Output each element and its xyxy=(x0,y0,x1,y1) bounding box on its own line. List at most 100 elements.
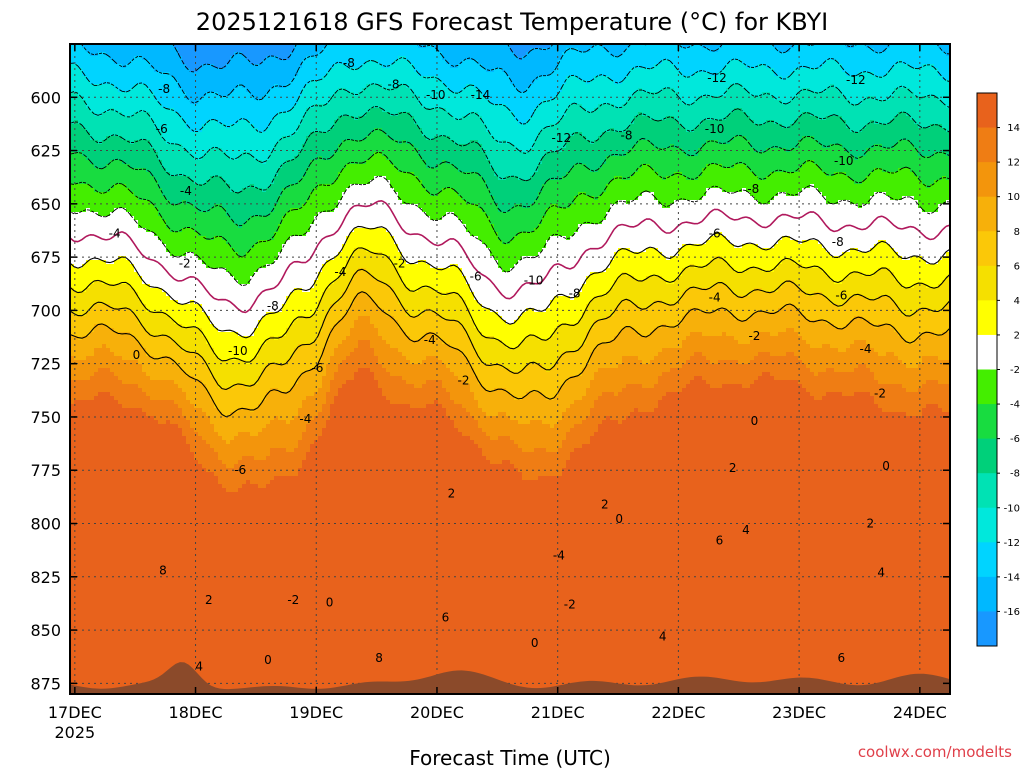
y-tick-label: 850 xyxy=(30,621,61,640)
temperature-cell xyxy=(690,380,707,385)
temperature-cell xyxy=(498,208,511,213)
temperature-cell xyxy=(238,120,251,125)
temperature-cell xyxy=(650,360,687,365)
temperature-cell xyxy=(150,140,167,145)
temperature-cell xyxy=(850,128,863,133)
temperature-cell xyxy=(82,264,135,269)
temperature-cell xyxy=(358,316,371,321)
temperature-cell xyxy=(70,608,950,613)
temperature-cell xyxy=(734,292,751,297)
temperature-cell xyxy=(418,176,483,181)
temperature-cell xyxy=(94,304,111,309)
temperature-cell xyxy=(146,348,183,353)
temperature-cell xyxy=(946,152,950,157)
temperature-cell xyxy=(798,332,899,337)
temperature-cell xyxy=(922,408,943,413)
temperature-cell xyxy=(178,80,291,85)
temperature-cell xyxy=(478,356,559,361)
temperature-cell xyxy=(586,392,603,397)
temperature-cell xyxy=(442,188,455,193)
temperature-cell xyxy=(70,392,99,397)
temperature-cell xyxy=(214,448,271,453)
temperature-cell xyxy=(150,64,187,69)
temperature-cell xyxy=(134,264,207,269)
contour-label: -2 xyxy=(458,374,470,388)
temperature-cell xyxy=(70,280,95,285)
temperature-cell xyxy=(450,136,495,141)
temperature-cell xyxy=(154,124,187,129)
temperature-cell xyxy=(810,392,827,397)
temperature-cell xyxy=(854,180,863,185)
temperature-cell xyxy=(370,272,399,277)
temperature-cell xyxy=(70,628,950,633)
temperature-cell xyxy=(478,88,519,93)
temperature-cell xyxy=(554,296,571,301)
temperature-cell xyxy=(290,420,311,425)
temperature-cell xyxy=(210,316,263,321)
temperature-cell xyxy=(246,480,251,485)
temperature-cell xyxy=(594,44,603,49)
temperature-cell xyxy=(450,88,463,93)
temperature-cell xyxy=(186,148,211,153)
temperature-cell xyxy=(486,156,543,161)
colorbar-label: 4 xyxy=(1014,296,1020,307)
temperature-cell xyxy=(926,380,939,385)
temperature-cell xyxy=(406,140,455,145)
temperature-cell xyxy=(558,388,587,393)
temperature-cell xyxy=(206,120,219,125)
temperature-cell xyxy=(174,340,207,345)
temperature-cell xyxy=(890,96,939,101)
temperature-cell xyxy=(266,364,319,369)
temperature-cell xyxy=(86,288,135,293)
temperature-cell xyxy=(250,216,283,221)
temperature-cell xyxy=(382,388,447,393)
temperature-cell xyxy=(542,392,559,397)
temperature-cell xyxy=(674,88,727,93)
temperature-cell xyxy=(682,100,695,105)
temperature-cell xyxy=(546,212,607,217)
temperature-cell xyxy=(902,196,915,201)
temperature-cell xyxy=(426,356,439,361)
temperature-cell xyxy=(562,116,635,121)
temperature-cell xyxy=(546,396,555,401)
temperature-cell xyxy=(258,404,303,409)
temperature-cell xyxy=(474,344,507,349)
credit-link[interactable]: coolwx.com/modelts xyxy=(858,743,1012,761)
temperature-cell xyxy=(354,228,387,233)
temperature-cell xyxy=(682,364,807,369)
temperature-cell xyxy=(478,300,551,305)
temperature-cell xyxy=(686,176,699,181)
temperature-cell xyxy=(606,416,611,421)
temperature-cell xyxy=(518,344,583,349)
temperature-cell xyxy=(578,48,591,53)
temperature-cell xyxy=(210,148,223,153)
temperature-cell xyxy=(918,200,947,205)
temperature-cell xyxy=(342,340,359,345)
temperature-cell xyxy=(850,320,871,325)
temperature-cell xyxy=(278,172,307,177)
temperature-cell xyxy=(774,244,823,249)
temperature-cell xyxy=(742,84,831,89)
temperature-cell xyxy=(678,276,831,281)
temperature-cell xyxy=(70,560,950,565)
temperature-cell xyxy=(142,344,179,349)
temperature-cell xyxy=(290,236,347,241)
temperature-cell xyxy=(78,64,123,69)
temperature-cell xyxy=(390,136,427,141)
temperature-cell xyxy=(290,108,307,113)
temperature-cell xyxy=(498,412,507,417)
temperature-cell xyxy=(190,448,215,453)
temperature-cell xyxy=(250,432,259,437)
temperature-cell xyxy=(466,224,495,229)
temperature-cell xyxy=(682,316,735,321)
temperature-cell xyxy=(174,76,295,81)
temperature-cell xyxy=(370,344,391,349)
temperature-cell xyxy=(218,380,259,385)
temperature-cell xyxy=(338,252,355,257)
temperature-cell xyxy=(366,84,383,89)
temperature-cell xyxy=(350,304,379,309)
temperature-cell xyxy=(394,164,427,169)
contour-label: 0 xyxy=(326,595,334,609)
temperature-cell xyxy=(454,164,491,169)
temperature-cell xyxy=(882,168,899,173)
